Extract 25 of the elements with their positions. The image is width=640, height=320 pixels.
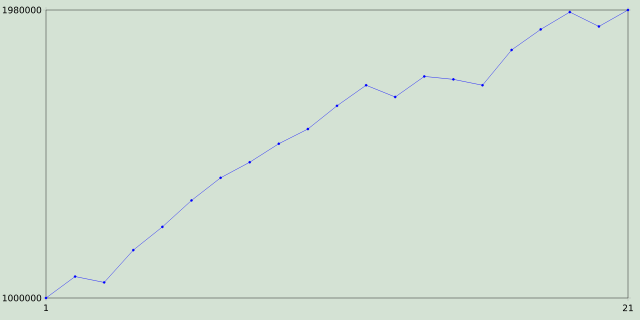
point — [190, 199, 193, 202]
point — [306, 128, 310, 130]
x-tick-label: 21 — [622, 304, 633, 312]
point — [102, 281, 106, 284]
point — [394, 96, 396, 98]
point — [481, 84, 484, 87]
point — [452, 78, 455, 81]
point — [364, 84, 368, 87]
point — [74, 275, 76, 278]
point — [626, 8, 630, 12]
x-tick-label: 1 — [44, 304, 48, 312]
y-tick-label: 1000000 — [2, 294, 42, 302]
point — [539, 28, 542, 31]
point — [336, 104, 338, 108]
point — [598, 25, 600, 28]
point — [219, 176, 222, 180]
point — [510, 48, 513, 52]
point — [44, 296, 48, 300]
point — [132, 248, 135, 252]
point — [423, 75, 426, 78]
y-tick-label: 1980000 — [2, 6, 42, 14]
point — [248, 160, 251, 164]
point — [278, 142, 280, 146]
point — [568, 10, 572, 14]
point — [161, 226, 164, 228]
